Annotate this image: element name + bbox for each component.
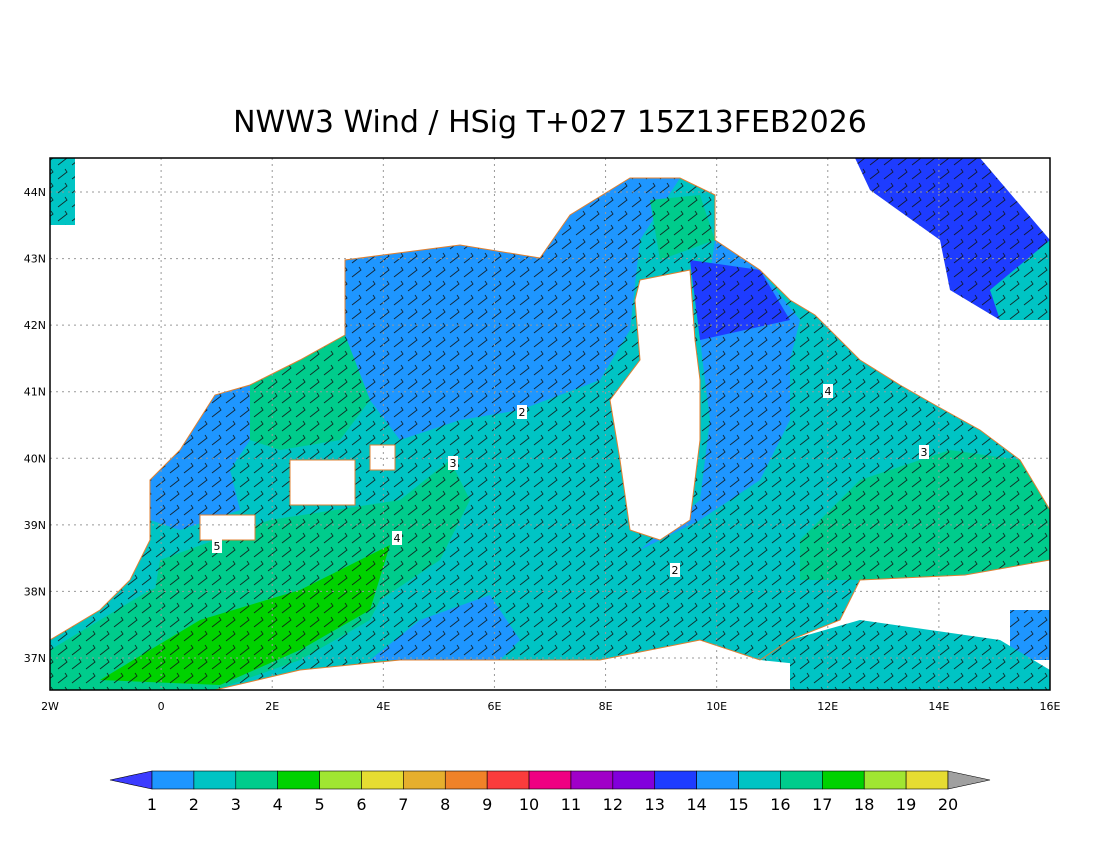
colorbar-box: [151, 770, 195, 790]
colorbar-label: 3: [231, 795, 241, 814]
colorbar-box: [696, 770, 739, 790]
colorbar-box: [654, 770, 697, 790]
contour-label-bg: [212, 539, 222, 553]
colorbar-label: 10: [519, 795, 539, 814]
colorbar-under: [109, 770, 153, 790]
contour-label: 2: [672, 564, 679, 577]
lon-label: 6E: [487, 700, 501, 713]
colorbar-box: [277, 770, 320, 790]
lat-label: 42N: [24, 319, 46, 332]
coastline: [214, 559, 1050, 690]
contour-label: 3: [450, 457, 457, 470]
contour-label-bg: [392, 531, 402, 545]
colorbar-box: [905, 770, 949, 790]
colorbar-box: [444, 770, 488, 790]
colorbar-label: 2: [189, 795, 199, 814]
colorbar-label: 20: [938, 795, 958, 814]
lon-label: 16E: [1040, 700, 1061, 713]
colorbar-box: [403, 770, 446, 790]
colorbar-label: 13: [645, 795, 665, 814]
colorbar-label: 8: [440, 795, 450, 814]
colorbar-box: [570, 770, 614, 790]
lon-label: 14E: [928, 700, 949, 713]
lat-label: 43N: [24, 253, 46, 266]
colorbar-label: 19: [896, 795, 916, 814]
lon-label: 2E: [265, 700, 279, 713]
colorbar-label: 6: [356, 795, 366, 814]
contour-label-bg: [517, 405, 527, 419]
colorbar-label: 17: [812, 795, 832, 814]
colorbar-label: 1: [147, 795, 157, 814]
colorbar-box: [486, 770, 530, 790]
colorbar-box: [612, 770, 656, 790]
lat-label: 37N: [24, 652, 46, 665]
lon-label: 2W: [41, 700, 59, 713]
lon-label: 10E: [706, 700, 727, 713]
contour-label: 3: [921, 446, 928, 459]
contour-label: 4: [394, 532, 401, 545]
map-area: [50, 158, 1050, 690]
lat-label: 44N: [24, 186, 46, 199]
map-frame: [49, 157, 1051, 691]
contour-label: 4: [825, 385, 832, 398]
lat-label: 41N: [24, 386, 46, 399]
colorbar-box: [361, 770, 404, 790]
colorbar-over: [947, 770, 991, 790]
colorbar-label: 15: [728, 795, 748, 814]
contour-label: 2: [519, 406, 526, 419]
contour-label-bg: [448, 456, 458, 470]
wind-barbs: [50, 158, 1050, 690]
colorbar-label: 7: [398, 795, 408, 814]
colorbar-label: 12: [603, 795, 623, 814]
colorbar-label: 14: [686, 795, 706, 814]
contour-label-bg: [670, 563, 680, 577]
colorbar-box: [822, 770, 865, 790]
contour-label-bg: [919, 445, 929, 459]
lat-label: 39N: [24, 519, 46, 532]
colorbar-box: [528, 770, 572, 790]
colorbar: 1 2 3 4 5 6 7 8 9 10 11 12 13 14 15 16 17 18 19 20: [109, 770, 991, 814]
contour-label: 5: [214, 540, 221, 553]
colorbar-label: 9: [482, 795, 492, 814]
colorbar-box: [193, 770, 237, 790]
land: [199, 269, 701, 541]
lat-label: 38N: [24, 585, 46, 598]
coastline: [50, 177, 1050, 641]
graticule: [50, 158, 1050, 690]
lon-label: 12E: [817, 700, 838, 713]
colorbar-box: [235, 770, 278, 790]
lat-label: 40N: [24, 452, 46, 465]
axis-labels: 2W 0 2E 4E 6E 8E 10E 12E 14E 16E 44N 43N 42N 41N 40N 39…: [24, 186, 1061, 713]
lon-label: 4E: [376, 700, 390, 713]
contour-label-bg: [823, 384, 833, 398]
colorbar-box: [863, 770, 907, 790]
colorbar-box: [738, 770, 781, 790]
lon-label: 0: [158, 700, 165, 713]
colorbar-label: 16: [770, 795, 790, 814]
colorbar-label: 4: [273, 795, 283, 814]
colorbar-box: [780, 770, 823, 790]
colorbar-label: 18: [854, 795, 874, 814]
colorbar-label: 5: [314, 795, 324, 814]
colorbar-label: 11: [561, 795, 581, 814]
map-title: NWW3 Wind / HSig T+027 15Z13FEB2026: [233, 105, 867, 140]
colorbar-box: [319, 770, 362, 790]
lon-label: 8E: [599, 700, 613, 713]
